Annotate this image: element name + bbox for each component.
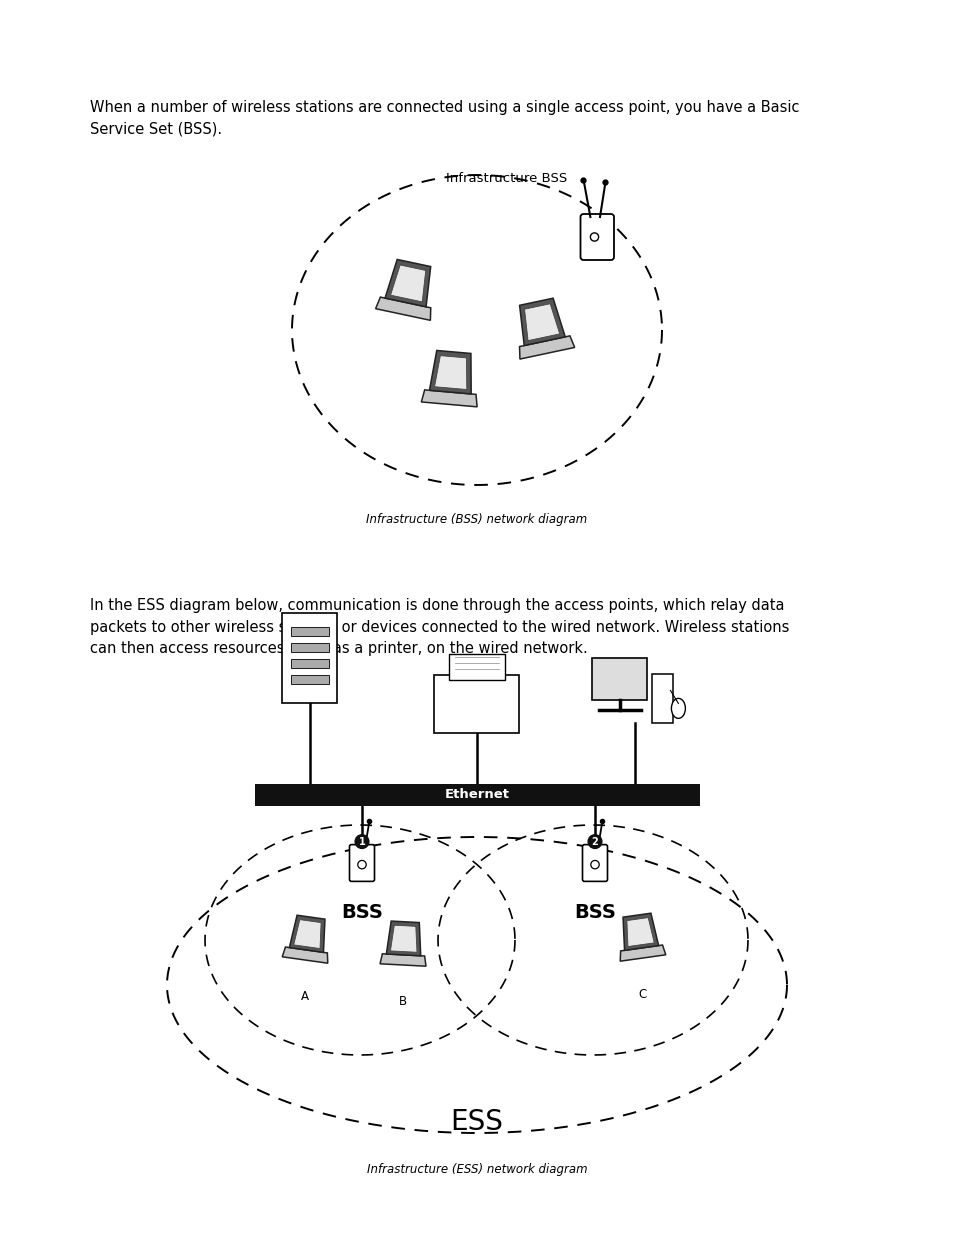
Polygon shape <box>289 915 325 952</box>
Text: ESS: ESS <box>450 1108 503 1136</box>
Circle shape <box>590 233 598 241</box>
Text: A: A <box>301 990 309 1003</box>
FancyBboxPatch shape <box>592 658 647 700</box>
FancyBboxPatch shape <box>282 613 337 703</box>
Circle shape <box>587 834 602 850</box>
Text: Infrastructure (ESS) network diagram: Infrastructure (ESS) network diagram <box>366 1163 587 1176</box>
Polygon shape <box>379 953 426 966</box>
Text: C: C <box>639 988 646 1002</box>
Polygon shape <box>519 298 564 346</box>
Polygon shape <box>524 304 559 341</box>
FancyBboxPatch shape <box>434 676 519 734</box>
Polygon shape <box>519 336 574 359</box>
FancyBboxPatch shape <box>291 642 329 652</box>
FancyBboxPatch shape <box>349 845 375 882</box>
Polygon shape <box>435 356 466 389</box>
Polygon shape <box>385 259 430 306</box>
Polygon shape <box>390 925 416 952</box>
Circle shape <box>355 834 369 850</box>
Text: B: B <box>398 995 407 1008</box>
Text: 2: 2 <box>591 836 598 846</box>
FancyBboxPatch shape <box>449 653 504 680</box>
Polygon shape <box>375 298 431 320</box>
Circle shape <box>357 861 366 869</box>
FancyBboxPatch shape <box>291 676 329 684</box>
Polygon shape <box>622 913 658 951</box>
Polygon shape <box>294 920 321 948</box>
Polygon shape <box>421 390 476 406</box>
Circle shape <box>590 861 598 869</box>
FancyBboxPatch shape <box>579 214 614 261</box>
FancyBboxPatch shape <box>291 626 329 636</box>
Polygon shape <box>429 351 471 394</box>
Polygon shape <box>619 945 665 961</box>
Polygon shape <box>282 947 328 963</box>
Text: Infrastructure BSS: Infrastructure BSS <box>446 172 567 185</box>
FancyBboxPatch shape <box>254 784 700 806</box>
Text: In the ESS diagram below, communication is done through the access points, which: In the ESS diagram below, communication … <box>90 598 788 656</box>
Polygon shape <box>386 921 420 956</box>
Text: BSS: BSS <box>574 903 616 923</box>
Text: When a number of wireless stations are connected using a single access point, yo: When a number of wireless stations are c… <box>90 100 799 137</box>
Polygon shape <box>626 918 654 946</box>
FancyBboxPatch shape <box>582 845 607 882</box>
Text: 1: 1 <box>358 836 365 846</box>
FancyBboxPatch shape <box>291 659 329 668</box>
Polygon shape <box>390 266 425 301</box>
Text: BSS: BSS <box>341 903 382 923</box>
Text: Ethernet: Ethernet <box>444 788 510 802</box>
Text: Infrastructure (BSS) network diagram: Infrastructure (BSS) network diagram <box>366 513 587 526</box>
Ellipse shape <box>671 698 684 719</box>
FancyBboxPatch shape <box>652 674 673 722</box>
